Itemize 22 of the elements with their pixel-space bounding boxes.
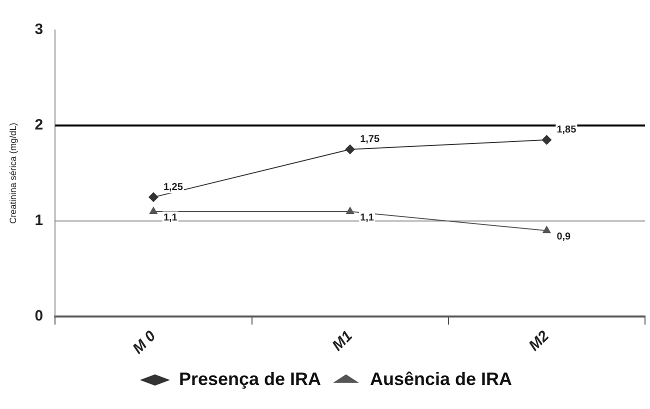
data-label: 0,9 <box>556 231 572 242</box>
y-tick-label: 0 <box>34 308 44 325</box>
x-tick-label: M 0 <box>130 327 160 358</box>
point <box>346 206 354 214</box>
y-tick-label: 1 <box>34 212 44 230</box>
data-label: 1,25 <box>163 182 184 193</box>
data-label: 1,75 <box>360 134 380 146</box>
point <box>345 144 356 154</box>
data-label: 1,1 <box>360 212 374 224</box>
data-label: 1,85 <box>556 124 577 136</box>
point <box>148 192 158 202</box>
data-label: 1,1 <box>163 212 178 224</box>
y-axis-title: Creatinina sérica (mg/dL) <box>8 122 18 224</box>
legend-label: Presença de IRA <box>178 368 322 389</box>
y-tick-label: 2 <box>34 116 44 134</box>
y-tick-label: 3 <box>34 21 44 38</box>
legend-label: Ausência de IRA <box>370 368 512 389</box>
point <box>149 206 158 214</box>
point <box>542 134 552 145</box>
x-tick-label: M2 <box>526 327 553 354</box>
point <box>542 226 552 234</box>
x-tick-label: M1 <box>329 328 356 354</box>
